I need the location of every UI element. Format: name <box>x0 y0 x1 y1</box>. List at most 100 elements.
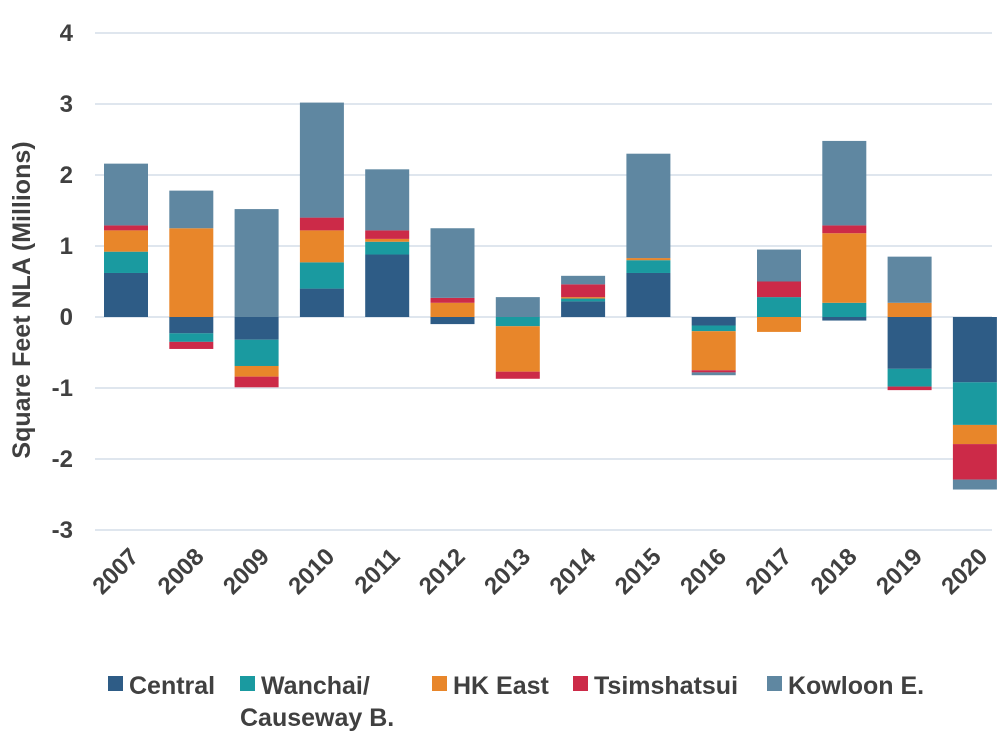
x-tick-label: 2007 <box>87 543 144 600</box>
bar-segment <box>430 302 475 317</box>
legend: Central Wanchai/Causeway B. HK East Tsimsha… <box>108 672 924 732</box>
bar-segment <box>757 281 801 298</box>
bar-segment <box>104 251 148 273</box>
bar-segment <box>887 368 932 387</box>
x-axis-ticks: 2007 2008 2009 2010 2011 2012 2013 2014 2015 2016… <box>87 543 993 600</box>
bar-segment <box>299 230 344 263</box>
bar-segment <box>952 479 997 490</box>
bar-segment <box>626 260 671 273</box>
bar-segment <box>169 341 214 349</box>
bar-segment <box>561 284 606 298</box>
bar-segment <box>430 317 475 325</box>
bar-segment <box>952 444 997 480</box>
x-tick-label: 2011 <box>350 543 406 599</box>
legend-entry: Tsimshatsui <box>594 672 738 700</box>
bar-segment <box>495 326 540 372</box>
bar-segment <box>169 317 214 334</box>
bar-segment <box>234 209 279 317</box>
bar-segment <box>887 317 932 369</box>
bar-segment <box>757 249 801 282</box>
legend-entry: HK East <box>453 672 550 700</box>
y-tick-label: 1 <box>60 233 73 260</box>
bar-segment <box>299 262 344 289</box>
legend-swatch <box>573 676 588 691</box>
bar-segment <box>430 297 475 303</box>
bar-segment <box>626 258 671 261</box>
legend-swatch <box>432 676 447 691</box>
bar-segment <box>952 424 997 445</box>
x-tick-label: 2020 <box>936 543 993 600</box>
bar-segment <box>365 254 410 317</box>
x-tick-label: 2016 <box>675 543 732 600</box>
bar-segment <box>561 297 606 299</box>
bar-segment <box>234 365 279 377</box>
bar-segment <box>626 272 671 317</box>
bar-segment <box>430 228 475 298</box>
bar-segment <box>104 230 148 252</box>
bar-segment <box>299 217 344 231</box>
bar-segment <box>822 140 867 226</box>
bar-segment <box>691 317 736 326</box>
x-tick-label: 2012 <box>414 543 471 600</box>
y-tick-label: 4 <box>60 20 74 47</box>
bars <box>104 102 997 490</box>
y-axis-ticks: 4 3 2 1 0 -1 -2 -3 <box>52 20 74 544</box>
legend-entry: Wanchai/Causeway B. <box>240 672 394 732</box>
bar-segment <box>822 225 867 234</box>
bar-segment <box>691 331 736 371</box>
bar-segment <box>887 256 932 303</box>
y-tick-label: -1 <box>52 375 73 402</box>
x-tick-label: 2015 <box>610 543 667 600</box>
bar-segment <box>365 238 410 242</box>
x-tick-label: 2018 <box>806 543 863 600</box>
y-tick-label: -3 <box>52 517 73 544</box>
bar-segment <box>495 371 540 379</box>
bar-segment <box>822 317 867 321</box>
bar-segment <box>104 163 148 226</box>
bar-segment <box>104 272 148 317</box>
y-tick-label: 0 <box>60 304 73 331</box>
bar-segment <box>495 297 540 317</box>
bar-segment <box>365 241 410 255</box>
bar-segment <box>822 233 867 303</box>
y-tick-label: 2 <box>60 162 73 189</box>
x-tick-label: 2009 <box>218 543 275 600</box>
bar-segment <box>757 317 801 332</box>
x-tick-label: 2008 <box>153 543 210 600</box>
bar-segment <box>626 153 671 259</box>
bar-segment <box>299 288 344 317</box>
bar-segment <box>887 386 932 391</box>
bar-segment <box>561 301 606 317</box>
x-tick-label: 2010 <box>283 543 340 600</box>
bar-segment <box>952 317 997 383</box>
bar-segment <box>234 339 279 366</box>
y-tick-label: -2 <box>52 446 73 473</box>
x-tick-label: 2019 <box>871 543 928 600</box>
x-tick-label: 2013 <box>479 543 536 600</box>
bar-segment <box>234 376 279 388</box>
legend-entry: Kowloon E. <box>788 672 924 700</box>
bar-segment <box>169 190 214 229</box>
bar-segment <box>822 302 867 317</box>
legend-swatch <box>767 676 782 691</box>
bar-segment <box>691 370 736 373</box>
bar-segment <box>169 228 214 317</box>
bar-segment <box>495 317 540 327</box>
bar-segment <box>365 169 410 231</box>
bar-segment <box>234 317 279 340</box>
bar-segment <box>169 333 214 342</box>
bar-segment <box>691 325 736 332</box>
legend-swatch <box>108 676 123 691</box>
bar-segment <box>952 382 997 425</box>
y-axis-label: Square Feet NLA (Millions) <box>8 141 36 458</box>
bar-segment <box>365 230 410 239</box>
bar-segment <box>561 298 606 302</box>
bar-segment <box>104 225 148 231</box>
bar-segment <box>561 275 606 285</box>
bar-segment <box>757 297 801 317</box>
bar-segment <box>299 102 344 218</box>
bar-segment <box>887 302 932 317</box>
legend-swatch <box>240 676 255 691</box>
x-tick-label: 2014 <box>544 543 601 600</box>
